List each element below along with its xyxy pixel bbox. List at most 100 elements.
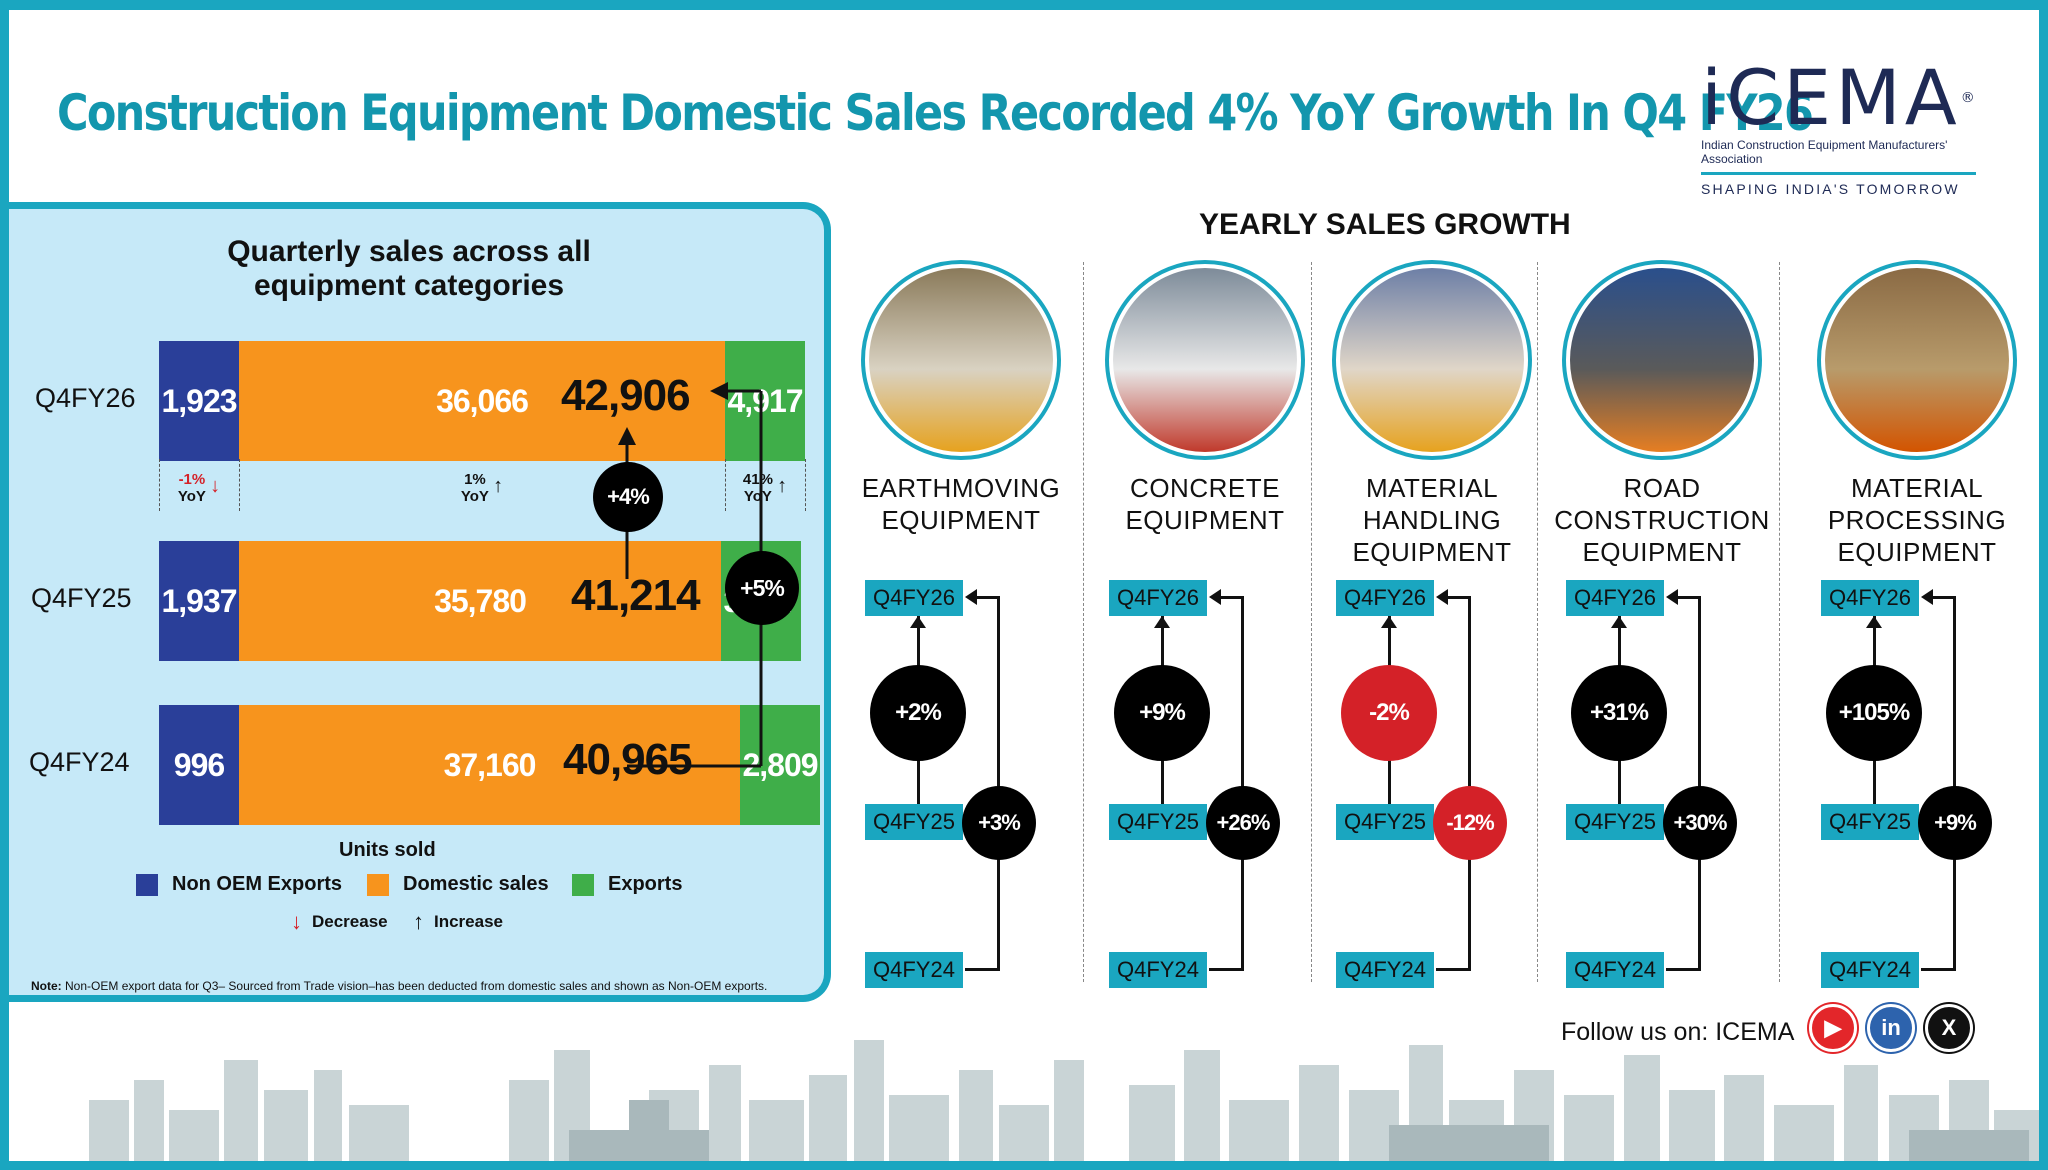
column-divider xyxy=(1083,262,1084,982)
stacked-bar: 1,923 36,066 4,917 xyxy=(159,341,805,461)
quarter-label: Q4FY25 xyxy=(1109,804,1207,840)
two-year-connector-top xyxy=(977,596,1000,599)
down-arrow-icon: ↓ xyxy=(210,474,221,497)
logo-tagline: SHAPING INDIA'S TOMORROW xyxy=(1701,181,1960,197)
yoy-divider xyxy=(159,459,160,511)
quarter-label: Q4FY24 xyxy=(1109,952,1207,988)
two-year-connector-bottom xyxy=(1436,968,1471,971)
two-year-connector xyxy=(1241,596,1244,970)
up-arrow-icon: ↑ xyxy=(777,474,788,497)
quarter-label: Q4FY26 xyxy=(1821,580,1919,616)
total-2yr-growth-badge: +5% xyxy=(725,551,799,625)
category-name: MATERIAL HANDLING EQUIPMENT xyxy=(1352,473,1512,567)
equipment-photo xyxy=(1332,260,1532,460)
bar-row-label: Q4FY26 xyxy=(35,383,136,413)
left-arrow-icon xyxy=(965,589,977,605)
equipment-photo xyxy=(1817,260,2017,460)
youtube-icon[interactable]: ▶ xyxy=(1809,1004,1857,1052)
bar-segment-non-oem-exports: 996 xyxy=(159,705,239,825)
two-year-connector-bottom xyxy=(1666,968,1701,971)
legend-label-exports: Exports xyxy=(608,873,683,895)
yoy-growth-badge: +2% xyxy=(870,665,966,761)
quarter-label: Q4FY24 xyxy=(1821,952,1919,988)
yoy-growth-badge: +105% xyxy=(1826,665,1922,761)
bar-segment-domestic-sales: 36,066 xyxy=(239,341,725,461)
quarter-label: Q4FY24 xyxy=(1566,952,1664,988)
bar-total-label: 41,214 xyxy=(571,571,701,620)
equipment-photo xyxy=(1105,260,1305,460)
down-arrow-icon: ↓ xyxy=(291,909,302,934)
quarter-label: Q4FY26 xyxy=(1109,580,1207,616)
legend-decrease: ↓ Decrease xyxy=(291,909,388,934)
quarter-label: Q4FY26 xyxy=(1336,580,1434,616)
up-arrow-icon: ↑ xyxy=(413,909,424,934)
yoy-divider xyxy=(805,459,806,511)
city-skyline-illustration xyxy=(89,1040,2039,1161)
left-arrow-icon xyxy=(1921,589,1933,605)
category-name: EARTHMOVING EQUIPMENT xyxy=(861,473,1061,535)
quarter-label: Q4FY25 xyxy=(1336,804,1434,840)
icema-logo: iCEMA® Indian Construction Equipment Man… xyxy=(1701,60,2001,197)
quarter-label: Q4FY25 xyxy=(865,804,963,840)
quarter-label: Q4FY24 xyxy=(1336,952,1434,988)
two-year-connector xyxy=(997,596,1000,970)
two-year-growth-badge: +9% xyxy=(1918,786,1992,860)
category-name: MATERIAL PROCESSING EQUIPMENT xyxy=(1827,473,2007,567)
up-arrow-icon xyxy=(1154,616,1170,628)
legend-label-domestic: Domestic sales xyxy=(403,873,549,895)
up-arrow-icon: ↑ xyxy=(493,474,504,497)
left-arrow-icon xyxy=(1436,589,1448,605)
category-name: ROAD CONSTRUCTION EQUIPMENT xyxy=(1554,473,1770,567)
linkedin-icon[interactable]: in xyxy=(1867,1004,1915,1052)
two-year-connector-top xyxy=(1678,596,1701,599)
legend-swatch-non-oem xyxy=(136,873,158,896)
logo-divider xyxy=(1701,172,1976,175)
bar-row-label: Q4FY25 xyxy=(31,583,132,613)
legend-swatch-exports xyxy=(572,873,594,896)
yoy-divider xyxy=(239,459,240,511)
two-year-connector-bottom xyxy=(1921,968,1956,971)
two-year-growth-badge: +3% xyxy=(962,786,1036,860)
bar-segment-exports: 4,917 xyxy=(725,341,805,461)
yoy-change-marker: -1% YoY ↓ xyxy=(177,471,221,505)
quarter-label: Q4FY25 xyxy=(1821,804,1919,840)
yoy-growth-badge: +9% xyxy=(1114,665,1210,761)
category-name: CONCRETE EQUIPMENT xyxy=(1125,473,1285,535)
x-icon[interactable]: X xyxy=(1925,1004,1973,1052)
column-divider xyxy=(1537,262,1538,982)
yearly-sales-growth-title: YEARLY SALES GROWTH xyxy=(1199,208,1571,241)
quarterly-chart-title: Quarterly sales across all equipment cat… xyxy=(227,235,591,302)
bar-segment-domestic-sales: 35,780 xyxy=(239,541,721,661)
two-year-growth-badge: +30% xyxy=(1663,786,1737,860)
up-arrow-icon xyxy=(1611,616,1627,628)
up-arrow-icon xyxy=(1381,616,1397,628)
quarter-label: Q4FY25 xyxy=(1566,804,1664,840)
logo-subtitle: Indian Construction Equipment Manufactur… xyxy=(1701,138,1948,166)
up-arrow-icon xyxy=(1866,616,1882,628)
two-year-connector-top xyxy=(1448,596,1471,599)
equipment-photo xyxy=(861,260,1061,460)
two-year-connector xyxy=(1468,596,1471,970)
legend-swatch-domestic xyxy=(367,873,389,896)
two-year-connector-bottom xyxy=(965,968,1000,971)
units-sold-label: Units sold xyxy=(339,839,436,861)
yoy-change-marker: 41% YoY ↑ xyxy=(742,471,788,505)
two-year-connector-bottom xyxy=(1209,968,1244,971)
follow-us-text: Follow us on: ICEMA xyxy=(1561,1018,1795,1046)
two-year-connector xyxy=(1953,596,1956,970)
quarterly-sales-panel: Quarterly sales across all equipment cat… xyxy=(9,202,831,1002)
quarter-label: Q4FY26 xyxy=(865,580,963,616)
yoy-growth-badge: +31% xyxy=(1571,665,1667,761)
legend-increase: ↑ Increase xyxy=(413,909,503,934)
page-title: Construction Equipment Domestic Sales Re… xyxy=(57,84,1814,142)
up-arrow-icon xyxy=(910,616,926,628)
total-yoy-growth-badge: +4% xyxy=(593,462,663,532)
left-arrow-icon xyxy=(1666,589,1678,605)
legend-label-non-oem: Non OEM Exports xyxy=(172,873,343,895)
yoy-divider xyxy=(725,459,726,511)
quarter-label: Q4FY24 xyxy=(865,952,963,988)
bar-total-label: 42,906 xyxy=(561,371,691,420)
yoy-growth-badge: -2% xyxy=(1341,665,1437,761)
logo-wordmark: iCEMA® xyxy=(1701,53,1979,142)
